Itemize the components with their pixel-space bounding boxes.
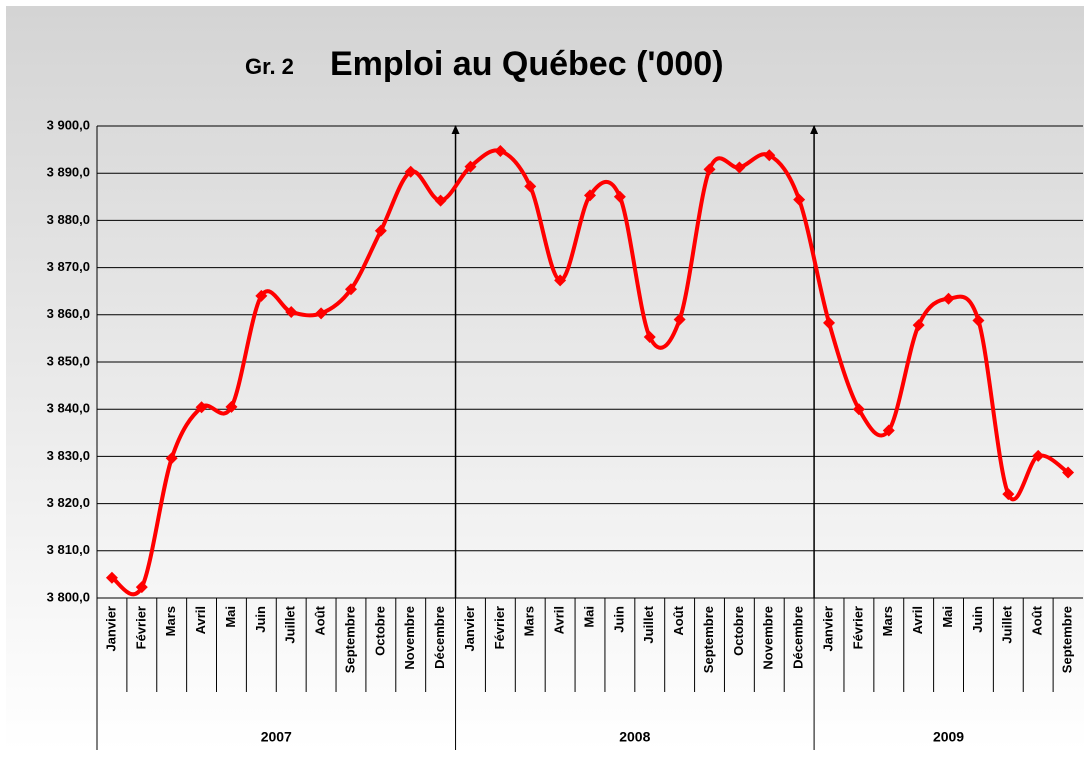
year-label: 2008 — [619, 729, 650, 745]
y-tick-label: 3 880,0 — [47, 212, 90, 227]
y-tick-label: 3 860,0 — [47, 306, 90, 321]
data-point — [942, 292, 955, 305]
data-point — [1032, 449, 1045, 462]
data-point — [1062, 466, 1075, 479]
y-tick-label: 3 820,0 — [47, 495, 90, 510]
data-point — [763, 149, 776, 162]
data-point — [793, 193, 806, 206]
x-tick-label: Avril — [552, 606, 567, 634]
data-point — [733, 161, 746, 174]
data-point — [225, 400, 238, 413]
x-tick-label: Septembre — [1059, 606, 1074, 673]
y-tick-label: 3 850,0 — [47, 353, 90, 368]
y-tick-label: 3 800,0 — [47, 589, 90, 604]
data-point — [882, 424, 895, 437]
y-tick-label: 3 870,0 — [47, 259, 90, 274]
x-tick-label: Avril — [193, 606, 208, 634]
x-tick-label: Février — [850, 606, 865, 649]
x-tick-label: Mars — [522, 606, 537, 636]
x-tick-label: Août — [313, 605, 328, 635]
data-point — [673, 313, 686, 326]
data-point — [464, 160, 477, 173]
x-tick-label: Mai — [223, 606, 238, 628]
x-tick-label: Septembre — [342, 606, 357, 673]
x-tick-label: Juin — [253, 606, 268, 633]
data-point — [105, 571, 118, 584]
y-tick-label: 3 810,0 — [47, 542, 90, 557]
x-tick-label: Mai — [940, 606, 955, 628]
x-tick-label: Janvier — [462, 606, 477, 652]
data-point — [554, 274, 567, 287]
x-tick-label: Août — [671, 605, 686, 635]
data-point — [703, 163, 716, 176]
chart-title: Emploi au Québec ('000) — [330, 45, 724, 83]
data-point — [195, 401, 208, 414]
data-point — [434, 194, 447, 207]
x-tick-label: Juin — [611, 606, 626, 633]
y-tick-label: 3 830,0 — [47, 448, 90, 463]
data-point — [613, 190, 626, 203]
data-point — [404, 165, 417, 178]
data-point — [255, 289, 268, 302]
y-tick-label: 3 900,0 — [47, 117, 90, 132]
x-tick-label: Novembre — [402, 606, 417, 670]
x-tick-label: Avril — [910, 606, 925, 634]
x-tick-label: Mars — [880, 606, 895, 636]
x-tick-label: Décembre — [432, 606, 447, 669]
x-tick-label: Juillet — [641, 605, 656, 643]
x-tick-label: Décembre — [791, 606, 806, 669]
data-point — [852, 403, 865, 416]
data-point — [524, 180, 537, 193]
data-point — [165, 452, 178, 465]
x-tick-label: Mars — [163, 606, 178, 636]
x-tick-label: Mai — [581, 606, 596, 628]
x-tick-label: Novembre — [761, 606, 776, 670]
series-line — [110, 148, 1070, 597]
data-point — [643, 330, 656, 343]
year-label: 2007 — [261, 729, 292, 745]
x-tick-label: Février — [492, 606, 507, 649]
x-tick-label: Juillet — [1000, 605, 1015, 643]
data-point — [912, 319, 925, 332]
x-tick-label: Janvier — [103, 606, 118, 652]
data-point — [584, 189, 596, 202]
data-point — [135, 581, 148, 594]
y-tick-label: 3 840,0 — [47, 401, 90, 416]
data-point — [823, 316, 836, 329]
x-tick-label: Juin — [970, 606, 985, 633]
x-tick-label: Août — [1030, 605, 1045, 635]
y-tick-label: 3 890,0 — [47, 165, 90, 180]
x-tick-label: Septembre — [701, 606, 716, 673]
data-point — [344, 283, 357, 296]
x-tick-label: Octobre — [731, 606, 746, 656]
data-point — [494, 145, 507, 158]
data-point — [1002, 488, 1015, 501]
x-tick-label: Juillet — [283, 605, 298, 643]
chart-number: Gr. 2 — [245, 54, 294, 79]
data-point — [315, 307, 328, 320]
x-tick-label: Octobre — [372, 606, 387, 656]
data-point — [972, 314, 985, 327]
year-label: 2009 — [933, 729, 964, 745]
x-tick-label: Février — [133, 606, 148, 649]
data-point — [285, 305, 298, 318]
x-tick-label: Janvier — [820, 606, 835, 652]
data-point — [374, 224, 387, 237]
